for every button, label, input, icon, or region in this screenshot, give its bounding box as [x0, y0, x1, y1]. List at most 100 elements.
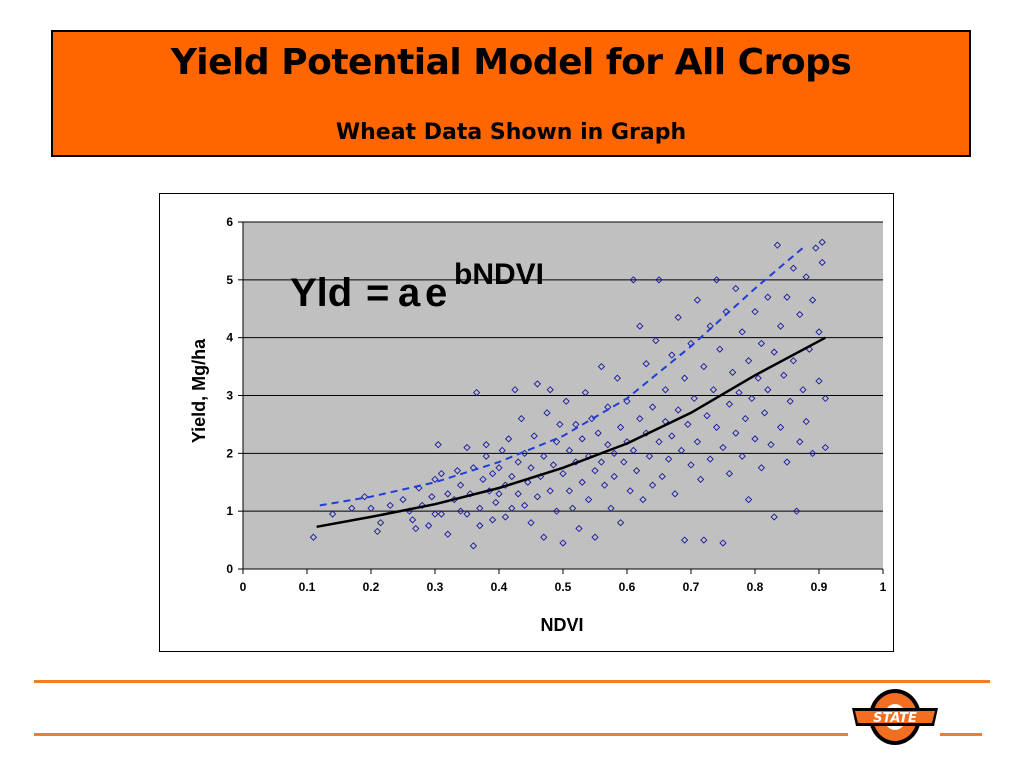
footer-rule-bottom: [34, 733, 848, 736]
data-point: [559, 539, 567, 547]
data-point: [648, 481, 657, 489]
data-point: [482, 441, 490, 449]
data-point: [600, 481, 609, 489]
y-tick-label: 5: [226, 273, 233, 287]
data-point: [764, 386, 772, 394]
data-point: [476, 504, 484, 512]
data-point: [789, 264, 798, 272]
data-point: [668, 432, 676, 440]
data-point: [348, 504, 356, 512]
data-point: [693, 296, 702, 304]
data-point: [456, 481, 465, 489]
data-point: [655, 438, 663, 446]
data-point: [328, 510, 337, 518]
x-tick-label: 1: [880, 580, 887, 594]
data-point: [424, 521, 433, 530]
x-tick-label: 0.9: [811, 580, 828, 594]
data-point: [808, 296, 817, 304]
data-point: [444, 530, 452, 538]
data-point: [556, 420, 564, 429]
data-point: [818, 238, 826, 246]
data-point: [767, 441, 775, 449]
data-point: [610, 449, 618, 457]
data-point: [472, 388, 481, 397]
data-point: [488, 516, 497, 524]
data-point: [597, 362, 606, 371]
data-point: [636, 322, 644, 330]
data-point: [636, 414, 644, 423]
data-point: [712, 423, 721, 431]
x-tick-label: 0.4: [491, 580, 508, 594]
y-tick-label: 3: [226, 389, 233, 403]
equation-eq: =: [366, 271, 389, 315]
dashed-trend-curve: [319, 244, 807, 507]
data-point: [616, 519, 625, 527]
data-point: [645, 452, 654, 460]
data-point: [527, 519, 535, 527]
data-point: [616, 423, 625, 431]
data-point: [764, 293, 772, 301]
data-point: [738, 452, 746, 460]
scatter-chart: 0 0.1 0.2 0.3 0.4 0.5 0.6 0.7 0.8 0.9 1 0 1 2 3 4 5 6 NDV…: [189, 215, 887, 635]
data-point: [620, 458, 628, 466]
data-point: [594, 429, 602, 437]
data-point: [696, 475, 705, 483]
data-point: [789, 357, 798, 365]
data-point: [408, 516, 417, 524]
data-point: [770, 513, 778, 521]
gridlines: [243, 221, 883, 512]
x-tick-label: 0.2: [363, 580, 380, 594]
data-point: [802, 417, 810, 426]
data-point: [680, 374, 689, 382]
data-point: [690, 394, 698, 403]
data-point: [684, 420, 692, 429]
data-point: [626, 487, 634, 495]
data-point: [584, 495, 593, 504]
data-point: [549, 461, 558, 469]
data-point: [674, 313, 682, 322]
data-point: [776, 423, 785, 431]
data-point: [533, 380, 542, 388]
data-point: [652, 336, 660, 345]
data-point: [476, 521, 484, 530]
data-point: [751, 308, 759, 316]
data-point: [479, 475, 487, 483]
data-point: [792, 507, 801, 515]
data-point: [527, 464, 535, 472]
data-points: [309, 238, 830, 550]
title-banner: Yield Potential Model for All Crops Whea…: [51, 30, 971, 157]
solid-trend-curve: [316, 336, 826, 529]
data-point: [799, 386, 807, 394]
x-tick-label: 0.5: [555, 580, 572, 594]
logo-text: STATE: [873, 711, 917, 726]
data-point: [431, 510, 439, 518]
data-point: [610, 472, 618, 481]
data-point: [668, 351, 676, 359]
data-point: [597, 458, 606, 466]
data-point: [754, 374, 762, 382]
data-point: [533, 493, 542, 501]
x-tick-label: 0: [240, 580, 247, 594]
data-point: [780, 371, 788, 379]
data-point: [613, 374, 622, 382]
equation-exponent: bNDVI: [454, 258, 544, 291]
equation: Yld = a e bNDVI: [290, 258, 544, 315]
data-point: [517, 414, 526, 423]
data-point: [412, 524, 420, 533]
data-point: [757, 339, 766, 348]
x-tick-label: 0.1: [299, 580, 316, 594]
data-point: [680, 536, 689, 544]
x-tick-label: 0.8: [747, 580, 764, 594]
data-point: [648, 403, 657, 411]
data-point: [776, 322, 785, 330]
data-point: [783, 293, 791, 301]
footer-rule-bottom-end: [940, 733, 982, 736]
data-point: [760, 409, 769, 417]
data-point: [818, 258, 826, 267]
data-point: [748, 394, 756, 403]
data-point: [661, 386, 670, 394]
data-point: [373, 527, 382, 536]
data-point: [700, 536, 708, 544]
data-point: [642, 360, 650, 368]
data-point: [732, 429, 740, 437]
